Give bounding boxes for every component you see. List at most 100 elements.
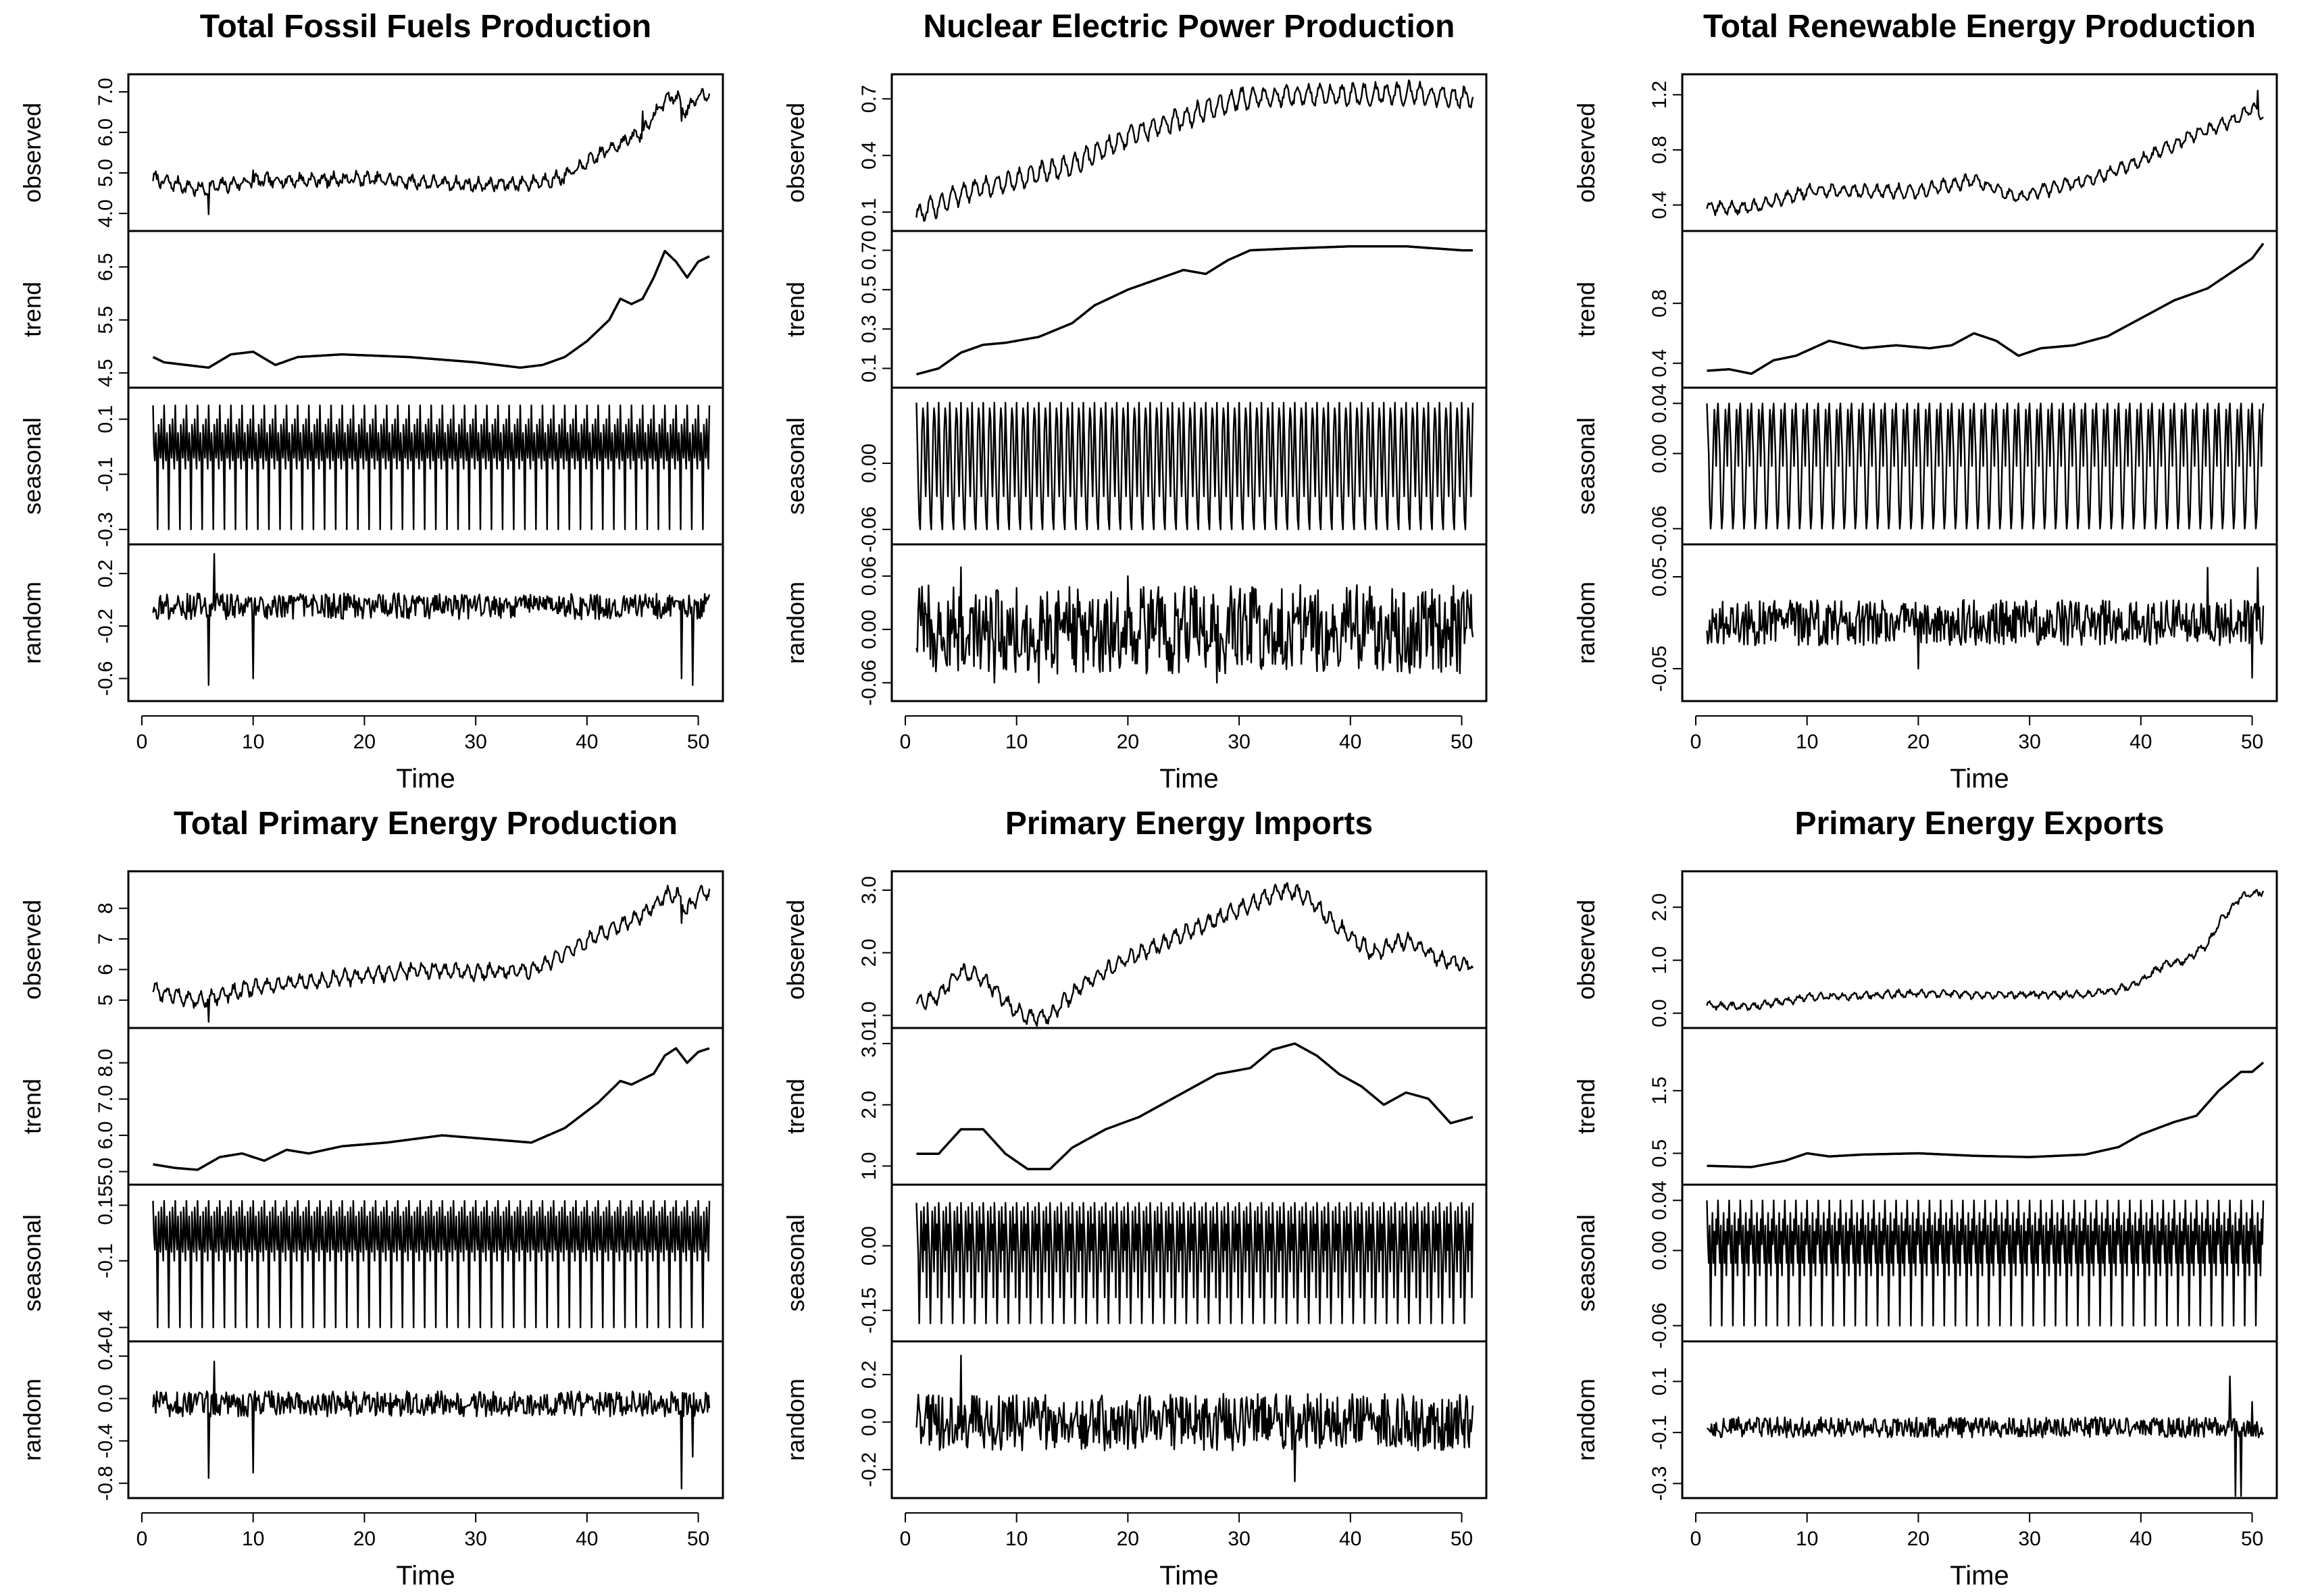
y-tick-label: -0.2 [95,609,117,644]
y-tick-label: 0.2 [95,559,117,588]
series-line-seasonal [152,405,711,530]
x-tick-label: 30 [2018,1528,2040,1550]
panel-seasonal: seasonal -0.4 -0.1 0.15 [18,1183,724,1345]
x-tick-label: 40 [2130,1528,2152,1550]
panel-observed: observed 5 6 7 8 [18,870,724,1029]
x-tick-label: 50 [1451,731,1473,753]
panel-frame [890,870,1488,1029]
series-line-seasonal [152,1200,711,1329]
x-tick-label: 10 [242,731,264,753]
y-tick-label: 0.00 [1648,434,1671,473]
x-tick-label: 20 [1117,731,1139,753]
y-tick-label: 0.4 [1648,191,1671,220]
panel-random: random -0.6 -0.2 0.2 [18,543,724,702]
panel-label: observed [1572,900,1600,1000]
series-line-observed [152,88,711,215]
y-tick-label: 6.0 [95,1121,117,1150]
series-line-random [915,566,1474,684]
panel-label: seasonal [18,417,46,515]
y-tick-label: 3.0 [858,876,880,904]
panel-label: trend [1572,282,1600,337]
panel-observed: observed 0.0 1.0 2.0 [1572,870,2278,1029]
panel-label: random [18,582,46,664]
panel-observed: observed 4.0 5.0 6.0 7.0 [18,73,724,232]
y-tick-label: 4.5 [95,359,117,387]
panel-observed: observed 1.0 2.0 3.0 [782,870,1488,1030]
panel-random: random -0.8 -0.4 0.0 0.4 [18,1340,724,1501]
panel-label: random [1572,1379,1600,1461]
panel-label: random [1572,582,1600,664]
panel-label: trend [782,1079,809,1134]
series-line-seasonal [915,1202,1474,1324]
y-tick-label: 0.4 [858,141,880,170]
y-tick-label: 0.1 [858,198,880,226]
series-line-random [152,552,711,686]
panel-frame [127,230,724,389]
chart-title: Total Renewable Energy Production [1703,9,2256,45]
y-tick-label: -0.8 [95,1466,117,1501]
y-tick-label: 0.00 [858,444,880,483]
y-tick-label: 0.1 [858,355,880,383]
panel-frame [890,230,1488,389]
y-tick-label: -0.05 [1648,646,1671,692]
x-tick-label: 40 [576,731,598,753]
y-tick-label: 0.5 [858,276,880,304]
series-line-random [1706,567,2265,679]
panel-seasonal: seasonal -0.3 -0.1 0.1 [18,386,724,547]
y-tick-label: 5.5 [95,306,117,334]
x-tick-label: 10 [1005,1528,1028,1550]
y-tick-label: 2.0 [858,939,880,967]
series-line-trend [152,249,710,369]
panel-observed: observed 0.4 0.8 1.2 [1572,73,2278,232]
panel-trend: trend 0.1 0.3 0.5 0.70 [782,230,1488,389]
figure-5: Primary Energy Exports observed 0.0 1.0 2.0 t… [1572,806,2278,1591]
x-tick-label: 50 [2241,731,2263,753]
series-line-observed [915,79,1474,222]
panel-random: random -0.3 -0.1 0.1 [1572,1340,2278,1501]
series-line-trend [916,1042,1473,1170]
panel-trend: trend 1.0 2.0 3.0 [782,1027,1488,1186]
chart-title: Total Fossil Fuels Production [200,9,651,45]
y-tick-label: 0.0 [1648,999,1671,1027]
chart-title: Primary Energy Imports [1005,806,1373,842]
x-tick-label: 20 [1117,1528,1139,1550]
x-tick-label: 50 [1451,1528,1473,1550]
x-axis-title: Time [1950,1561,2009,1591]
panel-random: random -0.2 0.0 0.2 [782,1340,1488,1499]
x-tick-label: 10 [242,1528,264,1550]
x-axis-title: Time [396,764,455,794]
y-tick-label: -0.06 [1648,506,1671,552]
panel-frame [890,543,1488,702]
x-tick-label: 40 [2130,731,2152,753]
panel-label: observed [782,103,809,203]
panel-label: random [782,582,809,664]
y-tick-label: 5.0 [95,1158,117,1186]
y-tick-label: 1.5 [1648,1077,1671,1105]
x-tick-label: 40 [576,1528,598,1550]
panel-label: random [18,1379,46,1461]
x-tick-label: 20 [353,1528,376,1550]
series-line-observed [152,884,711,1023]
y-tick-label: 0.00 [1648,1231,1671,1270]
x-tick-label: 30 [2018,731,2040,753]
panel-frame [1681,230,2278,389]
y-tick-label: 0.0 [858,1408,880,1437]
x-tick-label: 30 [1228,1528,1250,1550]
panel-label: observed [18,900,46,1000]
series-line-observed [1706,89,2264,216]
x-axis-title: Time [396,1561,455,1591]
x-tick-label: 0 [1690,1528,1702,1550]
y-tick-label: -0.06 [858,660,880,706]
panel-label: seasonal [782,1214,809,1312]
panel-label: observed [1572,103,1600,203]
y-tick-label: 6.5 [95,253,117,281]
y-tick-label: 1.0 [858,1002,880,1030]
x-tick-label: 0 [136,731,148,753]
y-tick-label: 0.00 [858,610,880,649]
series-line-trend [915,244,1473,376]
y-tick-label: 0.15 [95,1185,117,1225]
series-line-trend [153,1047,710,1171]
y-tick-label: 0.2 [858,1360,880,1389]
panel-label: seasonal [18,1214,46,1312]
y-tick-label: 5.0 [95,159,117,187]
